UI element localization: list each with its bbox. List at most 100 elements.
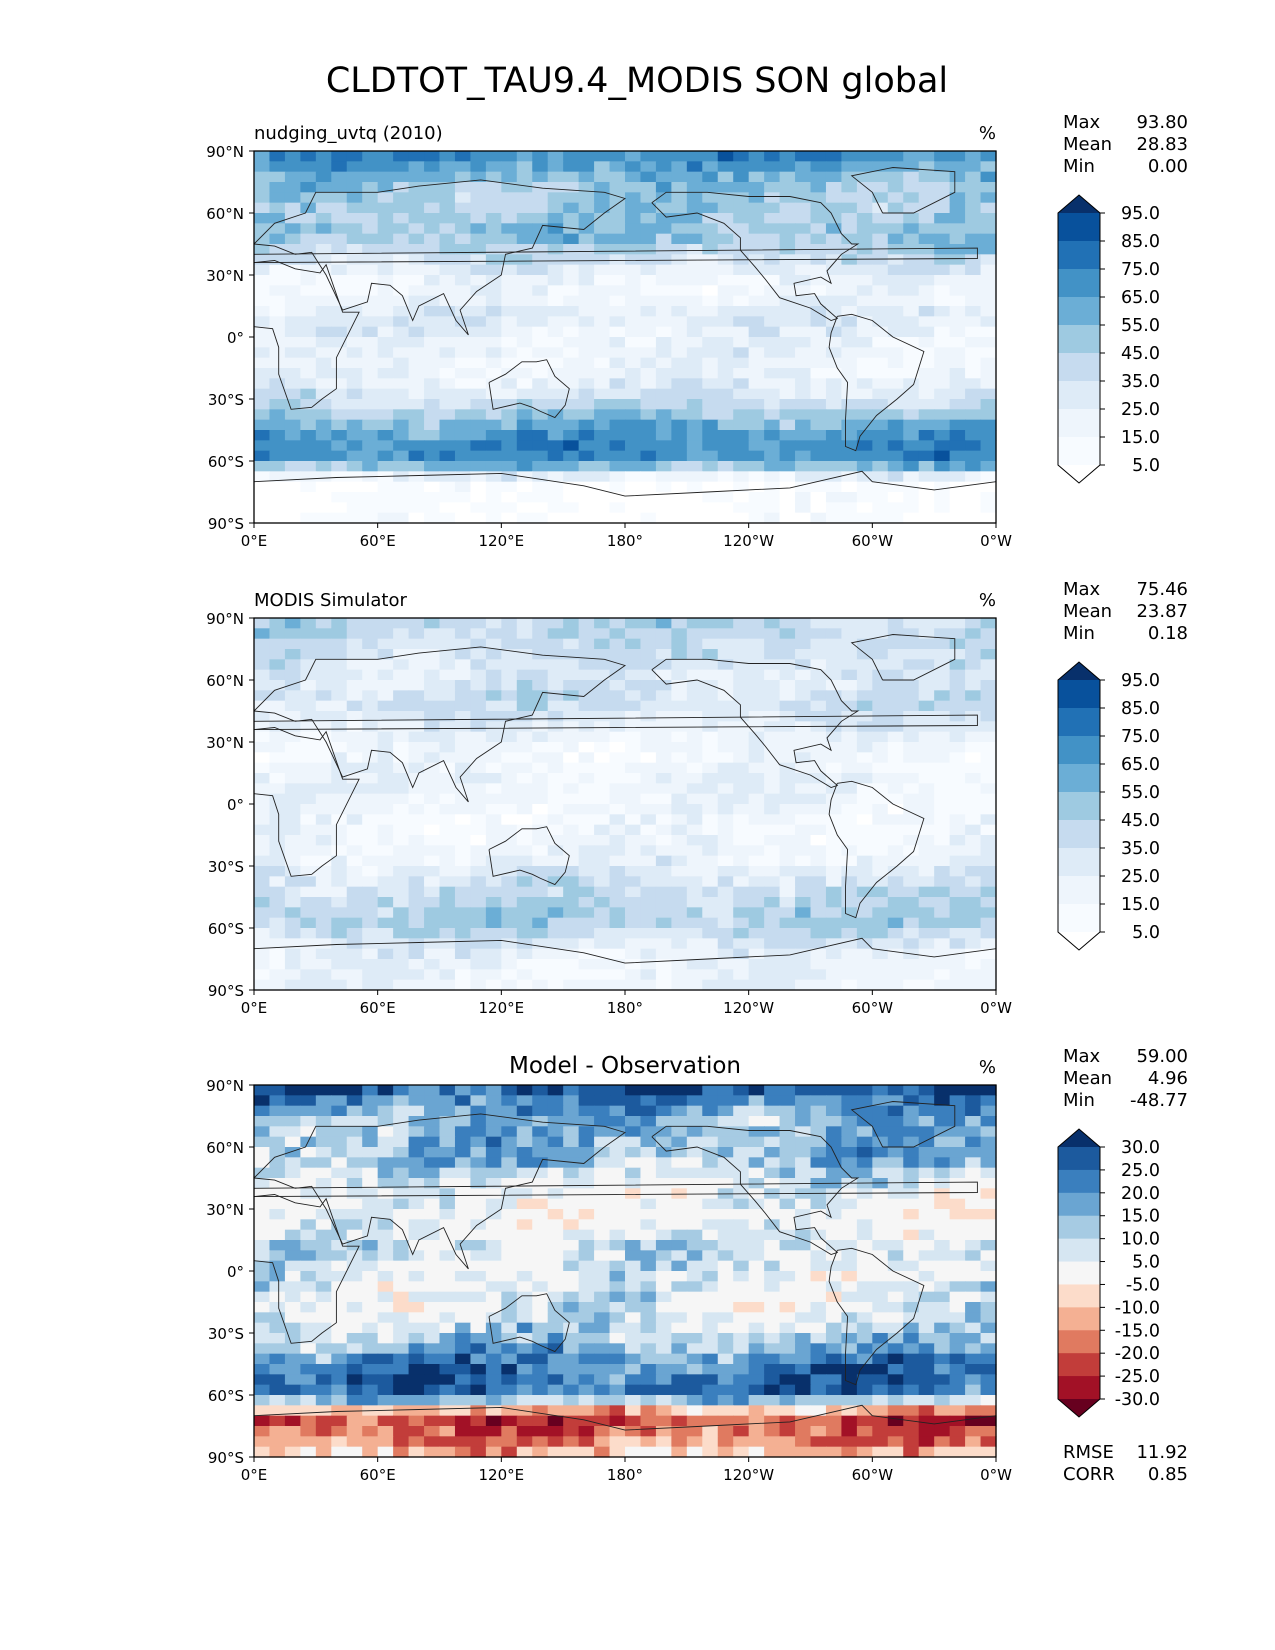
heatmap-cell [702, 1157, 719, 1169]
heatmap-cell [748, 1147, 765, 1158]
heatmap-cell [485, 855, 502, 867]
heatmap-cell [532, 1343, 549, 1355]
heatmap-cell [501, 171, 518, 183]
heatmap-cell [779, 762, 796, 774]
stat-label: Mean [1063, 601, 1112, 622]
heatmap-cell [795, 161, 812, 173]
heatmap-cell [856, 762, 873, 774]
heatmap-cell [501, 1250, 518, 1262]
heatmap-cell [300, 659, 317, 671]
heatmap-cell [779, 1095, 796, 1107]
heatmap-cell [516, 649, 533, 660]
heatmap-cell [748, 440, 765, 452]
heatmap-cell [934, 1105, 951, 1117]
heatmap-cell [269, 192, 286, 204]
heatmap-cell [903, 835, 920, 846]
heatmap-cell [779, 1250, 796, 1262]
heatmap-cell [516, 659, 533, 671]
heatmap-cell [516, 876, 533, 888]
heatmap-cell [795, 1157, 812, 1169]
heatmap-cell [702, 378, 719, 390]
heatmap-cell [377, 347, 394, 359]
heatmap-cell [825, 409, 843, 421]
heatmap-cell [903, 731, 920, 743]
heatmap-cell [578, 1209, 595, 1220]
heatmap-cell [424, 1343, 441, 1355]
heatmap-cell [563, 440, 580, 452]
heatmap-cell [424, 917, 441, 929]
heatmap-cell [934, 471, 951, 483]
heatmap-cell [748, 669, 765, 681]
heatmap-cell [841, 1198, 858, 1210]
heatmap-cell [980, 1364, 997, 1375]
heatmap-cell [640, 773, 657, 784]
heatmap-cell [671, 814, 688, 826]
heatmap-cell [764, 762, 781, 774]
heatmap-cell [686, 907, 703, 919]
heatmap-cell [470, 700, 487, 712]
heatmap-cell [269, 1364, 286, 1375]
heatmap-cell [686, 233, 703, 245]
heatmap-cell [686, 1374, 703, 1386]
heatmap-cell [980, 306, 997, 317]
colorbar-segment [1058, 269, 1100, 298]
heatmap-cell [717, 1147, 734, 1158]
heatmap-cell [733, 1250, 750, 1262]
heatmap-cell [424, 409, 441, 421]
heatmap-cell [532, 1085, 549, 1096]
heatmap-cell [764, 690, 781, 702]
heatmap-cell [578, 638, 595, 650]
colorbar-label: 95.0 [1121, 671, 1160, 691]
heatmap-cell [625, 1343, 642, 1355]
heatmap-cell [470, 1209, 487, 1220]
heatmap-cell [284, 1291, 301, 1303]
heatmap-cell [934, 223, 951, 235]
heatmap-cell [377, 1271, 394, 1282]
heatmap-cell [640, 959, 657, 970]
heatmap-cell [733, 1281, 750, 1293]
heatmap-cell [315, 192, 332, 204]
heatmap-cell [903, 618, 920, 629]
heatmap-cell [887, 1250, 904, 1262]
heatmap-cell [563, 1136, 580, 1148]
heatmap-cell [965, 618, 982, 629]
heatmap-cell [640, 1188, 657, 1200]
heatmap-cell [254, 1353, 271, 1365]
heatmap-cell [424, 192, 441, 204]
heatmap-cell [625, 1126, 642, 1138]
heatmap-cell [625, 1147, 642, 1158]
heatmap-cell [563, 669, 580, 681]
heatmap-cell [686, 1116, 703, 1127]
heatmap-cell [609, 1116, 626, 1127]
heatmap-cell [872, 326, 889, 338]
heatmap-cell [377, 1312, 394, 1324]
heatmap-cell [733, 264, 750, 276]
heatmap-cell [733, 1333, 750, 1344]
heatmap-cell [609, 793, 626, 805]
heatmap-cell [918, 264, 935, 276]
heatmap-cell [733, 690, 750, 702]
heatmap-cell [563, 388, 580, 400]
heatmap-cell [485, 192, 502, 204]
heatmap-cell [810, 357, 827, 369]
heatmap-cell [315, 659, 332, 671]
heatmap-cell [764, 440, 781, 452]
heatmap-cell [254, 1250, 271, 1262]
heatmap-cell [346, 752, 363, 764]
heatmap-cell [795, 752, 812, 764]
heatmap-cell [810, 1260, 827, 1272]
heatmap-cell [315, 151, 332, 162]
heatmap-cell [315, 399, 332, 410]
heatmap-cell [686, 959, 703, 970]
heatmap-cell [841, 1105, 858, 1117]
heatmap-cell [764, 492, 781, 503]
heatmap-cell [903, 938, 920, 950]
heatmap-cell [532, 492, 549, 503]
heatmap-cell [532, 835, 549, 846]
heatmap-cell [377, 399, 394, 410]
heatmap-cell [903, 814, 920, 826]
heatmap-cell [903, 316, 920, 328]
heatmap-cell [300, 618, 317, 629]
heatmap-cell [625, 824, 642, 836]
